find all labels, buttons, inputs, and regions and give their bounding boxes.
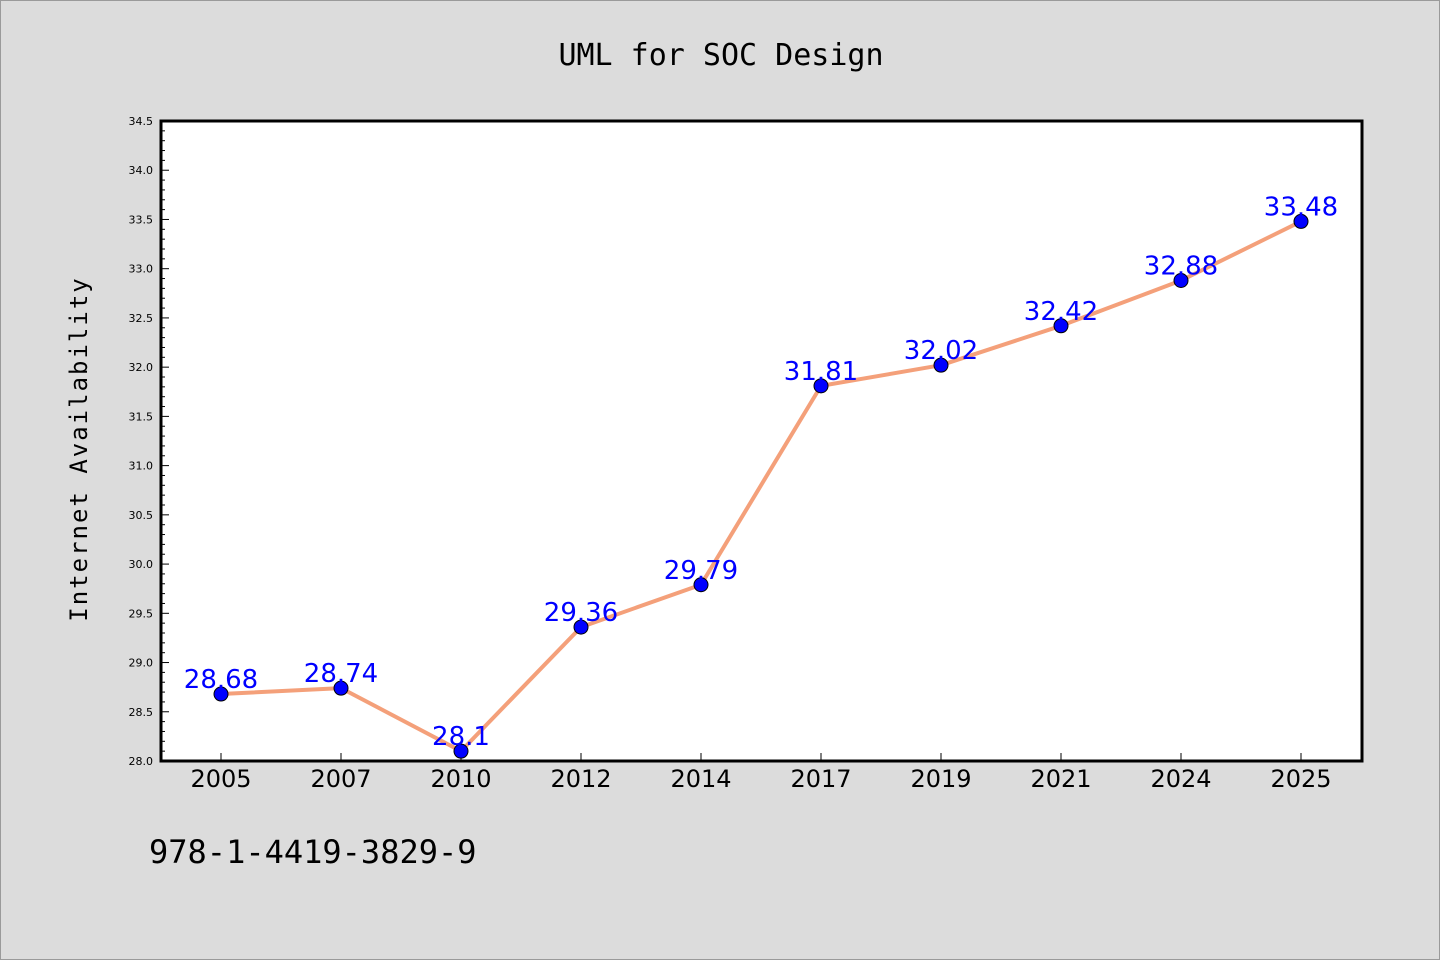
y-tick-label: 31.0 bbox=[129, 460, 154, 473]
data-point bbox=[333, 680, 349, 696]
y-tick-label: 29.0 bbox=[129, 657, 154, 670]
y-tick-label: 31.5 bbox=[129, 410, 154, 423]
y-tick-label: 32.5 bbox=[129, 312, 154, 325]
series-line bbox=[220, 219, 1302, 754]
x-tick-label: 2007 bbox=[310, 765, 371, 793]
y-tick-label: 34.0 bbox=[129, 164, 154, 177]
data-point bbox=[813, 378, 829, 394]
x-tick-label: 2010 bbox=[430, 765, 491, 793]
data-label: 31.81 bbox=[784, 357, 858, 387]
series-layer bbox=[213, 213, 1309, 759]
x-tick-label: 2012 bbox=[550, 765, 611, 793]
chart-title: UML for SOC Design bbox=[558, 38, 883, 73]
y-tick-label: 33.0 bbox=[129, 263, 154, 276]
x-tick-label: 2024 bbox=[1150, 765, 1211, 793]
data-label: 29.36 bbox=[544, 598, 618, 628]
y-tick-label: 28.5 bbox=[129, 706, 154, 719]
data-point bbox=[1053, 318, 1069, 334]
data-point bbox=[1173, 273, 1189, 289]
x-tick-label: 2019 bbox=[910, 765, 971, 793]
data-label: 32.02 bbox=[904, 336, 978, 366]
y-tick-label: 33.5 bbox=[129, 213, 154, 226]
data-point bbox=[1293, 213, 1309, 229]
data-label: 28.68 bbox=[184, 665, 258, 695]
data-point bbox=[573, 619, 589, 635]
x-tick-label: 2005 bbox=[190, 765, 251, 793]
data-label: 33.48 bbox=[1264, 192, 1338, 222]
isbn-text: 978-1-4419-3829-9 bbox=[149, 833, 477, 871]
y-tick-label: 32.0 bbox=[129, 361, 154, 374]
data-label: 32.88 bbox=[1144, 252, 1218, 282]
data-label: 32.42 bbox=[1024, 297, 1098, 327]
x-tick-label: 2021 bbox=[1030, 765, 1091, 793]
y-tick-label: 30.5 bbox=[129, 509, 154, 522]
data-label: 29.79 bbox=[664, 556, 738, 586]
data-point bbox=[933, 357, 949, 373]
x-tick-label: 2025 bbox=[1270, 765, 1331, 793]
data-point bbox=[213, 686, 229, 702]
data-point bbox=[693, 577, 709, 593]
data-label: 28.74 bbox=[304, 659, 378, 689]
x-tick-label: 2014 bbox=[670, 765, 731, 793]
x-axis: 2005 2007 2010 2012 2014 2017 2019 2021 2024 2025 bbox=[190, 753, 1332, 793]
data-point bbox=[453, 743, 469, 759]
y-axis: 28.0 28.5 29.0 29.5 30.0 30.5 31.0 31.5 32.0 32.5… bbox=[129, 115, 169, 768]
y-axis-label: Internet Availability bbox=[65, 276, 93, 621]
x-tick-label: 2017 bbox=[790, 765, 851, 793]
y-tick-label: 28.0 bbox=[129, 755, 154, 768]
y-tick-label: 30.0 bbox=[129, 558, 154, 571]
y-tick-label: 29.5 bbox=[129, 607, 154, 620]
y-tick-label: 34.5 bbox=[129, 115, 154, 128]
data-labels: 28.68 28.74 28.1 29.36 29.79 31.81 32.02 32.42 3… bbox=[184, 192, 1338, 752]
data-label: 28.1 bbox=[432, 722, 490, 752]
plot-area bbox=[159, 119, 1364, 763]
